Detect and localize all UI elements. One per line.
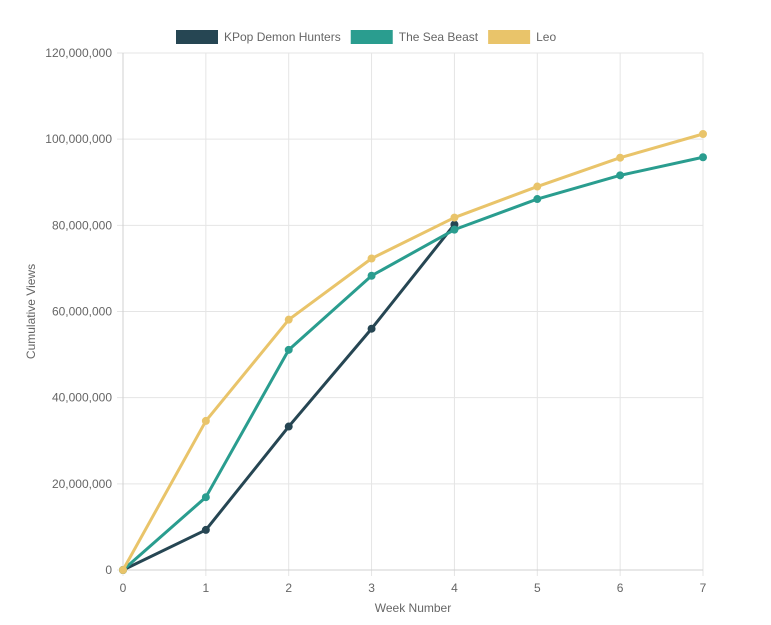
x-tick-label: 1 [203, 581, 210, 595]
x-tick-label: 2 [285, 581, 292, 595]
data-point[interactable] [284, 315, 293, 324]
legend-item[interactable]: Leo [488, 30, 556, 44]
legend-swatch [350, 30, 393, 44]
x-tick-label: 7 [700, 581, 707, 595]
x-tick-label: 5 [534, 581, 541, 595]
y-tick-label: 80,000,000 [52, 218, 112, 232]
data-point[interactable] [533, 182, 542, 191]
x-tick-label: 4 [451, 581, 458, 595]
series-2 [119, 129, 707, 574]
legend-swatch [176, 30, 218, 44]
data-point[interactable] [699, 153, 707, 162]
data-point[interactable] [201, 525, 210, 534]
data-point[interactable] [367, 254, 376, 263]
data-point[interactable] [450, 213, 459, 222]
y-tick-label: 100,000,000 [45, 132, 112, 146]
y-tick-labels: 0 20,000,000 40,000,000 60,000,000 80,000,00… [45, 46, 112, 577]
y-tick-label: 120,000,000 [45, 46, 112, 60]
data-point[interactable] [367, 271, 376, 280]
series-0 [119, 220, 459, 574]
x-axis-title: Week Number [375, 601, 451, 615]
data-point[interactable] [616, 153, 625, 162]
x-tick-label: 6 [617, 581, 624, 595]
data-point[interactable] [284, 345, 293, 354]
data-point[interactable] [367, 324, 376, 333]
legend: KPop Demon Hunters The Sea Beast Leo [176, 30, 556, 44]
x-tick-label: 3 [368, 581, 375, 595]
legend-item[interactable]: KPop Demon Hunters [176, 30, 341, 44]
x-tick-label: 0 [120, 581, 127, 595]
y-tick-label: 40,000,000 [52, 391, 112, 405]
data-point[interactable] [533, 195, 542, 204]
data-point[interactable] [699, 129, 707, 138]
data-point[interactable] [201, 416, 210, 425]
legend-item[interactable]: The Sea Beast [350, 30, 479, 44]
data-point[interactable] [616, 171, 625, 180]
series-line [121, 132, 705, 572]
y-tick-label: 20,000,000 [52, 477, 112, 491]
data-point[interactable] [284, 422, 293, 431]
series-1 [119, 153, 707, 574]
y-tick-label: 0 [105, 563, 112, 577]
data-point[interactable] [450, 225, 459, 234]
data-point[interactable] [201, 493, 210, 502]
legend-label: Leo [536, 30, 556, 44]
series [119, 129, 707, 574]
data-point[interactable] [119, 566, 127, 574]
legend-swatch [488, 30, 531, 44]
y-axis-title: Cumulative Views [24, 264, 38, 359]
x-tick-labels: 0 1 2 3 4 5 6 7 [120, 581, 707, 595]
y-tick-label: 60,000,000 [52, 305, 112, 319]
series-line [121, 155, 705, 572]
legend-label: The Sea Beast [399, 30, 479, 44]
axes [122, 53, 703, 571]
grid [117, 52, 704, 576]
legend-label: KPop Demon Hunters [224, 30, 341, 44]
